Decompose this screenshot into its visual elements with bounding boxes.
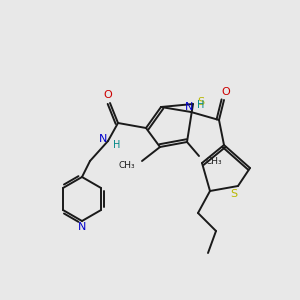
Text: CH₃: CH₃ — [206, 157, 223, 166]
Text: S: S — [197, 97, 205, 107]
Text: O: O — [103, 90, 112, 100]
Text: H: H — [113, 140, 121, 150]
Text: N: N — [99, 134, 107, 144]
Text: O: O — [222, 87, 230, 97]
Text: H: H — [197, 100, 205, 110]
Text: N: N — [78, 222, 86, 232]
Text: S: S — [230, 189, 238, 199]
Text: CH₃: CH₃ — [118, 161, 135, 170]
Text: N: N — [185, 102, 193, 112]
